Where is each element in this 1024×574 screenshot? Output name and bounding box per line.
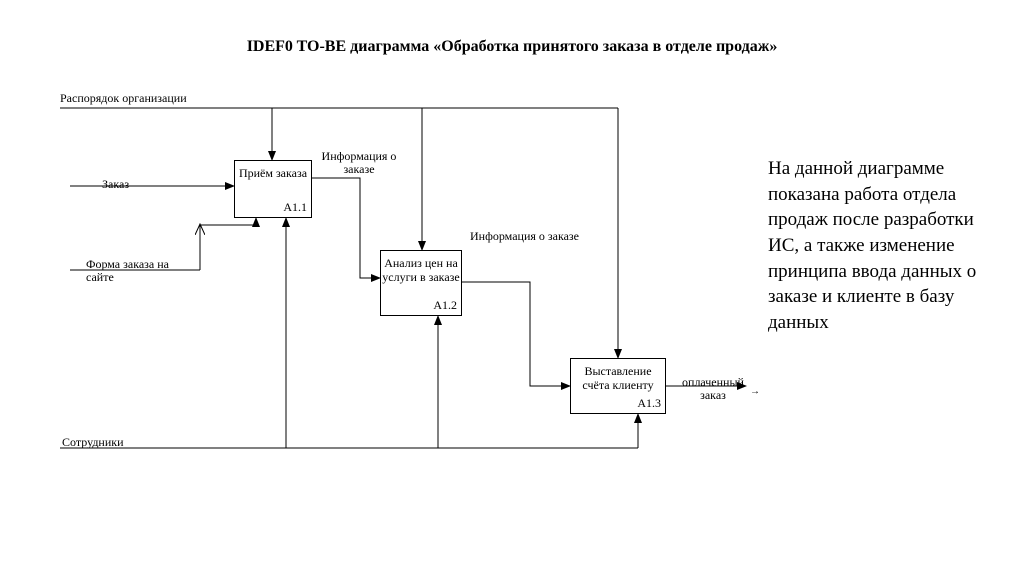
box-code-a12: A1.2 — [433, 298, 457, 313]
diagram-title: IDEF0 TO-BE диаграмма «Обработка принято… — [0, 38, 1024, 56]
idef0-diagram: Приём заказа A1.1 Анализ цен на услуги в з… — [60, 100, 750, 520]
edge-mech-form-to-a11 — [200, 218, 256, 225]
box-code-a11: A1.1 — [283, 200, 307, 215]
box-code-a13: A1.3 — [637, 396, 661, 411]
box-a13: Выставление счёта клиенту A1.3 — [570, 358, 666, 414]
label-mech_staff: Сотрудники — [62, 436, 124, 449]
output-arrow-glyph: → — [750, 386, 760, 397]
label-input_order: Заказ — [102, 178, 129, 191]
diagram-description: На данной диаграмме показана работа отде… — [768, 156, 998, 335]
edge-a12-out — [462, 282, 570, 386]
box-label-a11: Приём заказа — [235, 167, 311, 181]
box-a11: Приём заказа A1.1 — [234, 160, 312, 218]
label-output: оплаченный заказ — [678, 376, 748, 402]
page: IDEF0 TO-BE диаграмма «Обработка принято… — [0, 0, 1024, 574]
box-label-a12: Анализ цен на услуги в заказе — [381, 257, 461, 285]
label-info2: Информация о заказе — [470, 230, 579, 243]
box-a12: Анализ цен на услуги в заказе A1.2 — [380, 250, 462, 316]
label-info1: Информация о заказе — [318, 150, 400, 176]
box-label-a13: Выставление счёта клиенту — [571, 365, 665, 393]
edge-a11-out — [312, 178, 380, 278]
label-mech_form: Форма заказа на сайте — [86, 258, 172, 284]
label-control_top: Распорядок организации — [60, 92, 187, 105]
